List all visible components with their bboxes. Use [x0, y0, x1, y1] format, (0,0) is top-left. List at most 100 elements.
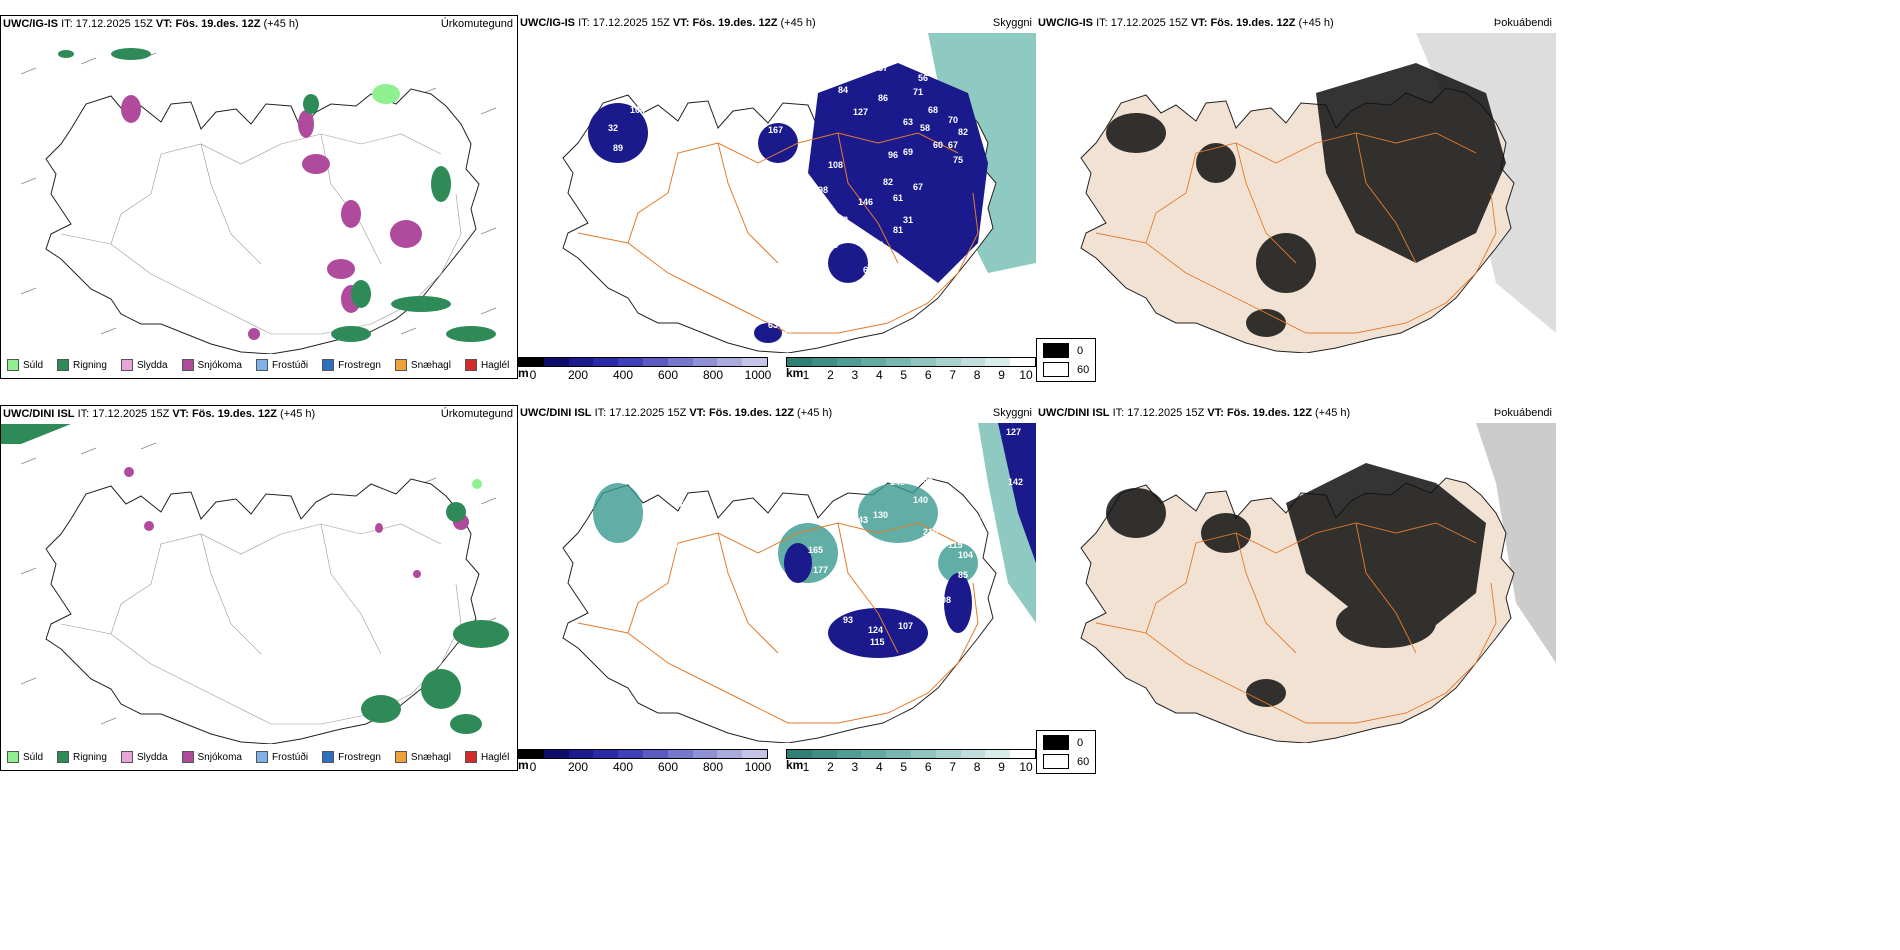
legend-label: Snæhagl — [410, 751, 451, 763]
cloud-base-label: 57 — [878, 63, 888, 73]
legend-swatch — [181, 751, 194, 763]
panel-title: Úrkomutegund — [440, 18, 513, 30]
snow-areas — [121, 95, 422, 340]
colorbar-tick: 800 — [702, 368, 724, 379]
colorbar-segment — [985, 358, 1011, 366]
cloud-base-label: 177 — [813, 565, 828, 575]
colorbar-segment — [717, 750, 743, 758]
fog-legend-item: 0 — [1043, 735, 1089, 750]
legend-label: Súld — [23, 359, 44, 371]
drizzle-area — [372, 84, 400, 104]
legend-swatch — [464, 751, 477, 763]
cloud-base-label: 135 — [918, 475, 933, 485]
cloud-base-label: 127 — [1006, 427, 1021, 437]
cloud-base-label: 115 — [870, 637, 885, 647]
cloud-base-label: 203 — [980, 510, 995, 520]
cloud-base-label: 76 — [766, 301, 776, 311]
colorbar-segment — [618, 750, 643, 758]
cloud-base-label: 20 — [683, 475, 693, 485]
cloud-base-label: 89 — [613, 143, 623, 153]
cloud-base-label: 67 — [948, 140, 958, 150]
colorbar-tick: 400 — [612, 368, 634, 379]
low-cloud-areas — [784, 543, 972, 658]
legend-item: Snæhagl — [394, 751, 451, 763]
colorbar-segment — [667, 750, 693, 758]
fog-legend-label: 60 — [1077, 755, 1090, 768]
colorbar-tick: 7 — [949, 368, 956, 379]
cloud-base-label: 88 — [838, 215, 848, 225]
precip-legend: Súld Rigning Slydda Snjókoma Frostúði Frostre… — [7, 751, 509, 763]
panel-title: Skyggni — [992, 407, 1032, 419]
cloud-base-label: 127 — [853, 107, 868, 117]
cloud-base-label: 115 — [948, 540, 963, 550]
cloud-base-label: 56 — [918, 73, 928, 83]
legend-label: Frostregn — [338, 751, 381, 763]
colorbar-tick: 600 — [657, 760, 679, 771]
colorbar-segment — [742, 358, 767, 366]
cloud-base-label: 93 — [843, 615, 853, 625]
cloud-base-label: 108 — [936, 595, 951, 605]
precip-legend: Súld Rigning Slydda Snjókoma Frostúði Frostre… — [7, 359, 509, 371]
cloud-base-label: 57 — [783, 325, 793, 335]
colorbar-segment — [568, 750, 594, 758]
cloud-base-label: 243 — [853, 515, 868, 525]
height-colorbar: m 0 200 400 600 800 1000 — [518, 749, 771, 771]
legend-swatch — [7, 359, 19, 371]
cloud-base-label: 85 — [958, 570, 968, 580]
cloud-base-label: 84 — [838, 85, 848, 95]
cloud-base-label: 63 — [768, 320, 778, 330]
colorbar-segment — [861, 358, 887, 366]
cloud-base-label: 108 — [823, 240, 838, 250]
colorbar-tick: 5 — [900, 368, 908, 379]
visibility-colorbar: km 1 2 3 4 5 6 7 8 9 10 — [786, 749, 1036, 771]
cloud-base-label: 87 — [788, 195, 798, 205]
legend-label: Frostúði — [271, 359, 309, 371]
cloud-base-label: 81 — [893, 225, 903, 235]
legend-swatch — [57, 751, 70, 763]
visibility-colorbar: km 1 2 3 4 5 6 7 8 9 10 — [786, 357, 1036, 379]
run-header: UWC/DINI ISL IT: 17.12.2025 15Z VT: Fös.… — [3, 408, 316, 420]
fog-legend-swatch — [1043, 343, 1069, 358]
cloud-base-label: 142 — [1008, 477, 1023, 487]
legend-label: Rigning — [73, 359, 107, 371]
colorbar-tick: 8 — [973, 760, 981, 771]
legend-label: Rigning — [73, 751, 107, 763]
legend-label: Slydda — [136, 751, 168, 763]
panel-title: Þokuábendi — [1493, 17, 1552, 29]
cloud-base-label: 124 — [868, 625, 883, 635]
legend-label: Frostúði — [271, 751, 309, 763]
cloud-base-label: 130 — [873, 510, 888, 520]
colorbar-segment — [787, 750, 812, 758]
cloud-base-label: 146 — [858, 197, 873, 207]
fog-legend-swatch — [1043, 754, 1069, 769]
terrain-panel-bottom: UWC/DINI ISL IT: 17.12.2025 15Z VT: Fös.… — [518, 405, 1036, 771]
snow-areas — [124, 467, 469, 578]
run-header: UWC/DINI ISL IT: 17.12.2025 15Z VT: Fös.… — [520, 407, 833, 419]
drizzle-area — [472, 479, 482, 489]
low-cloud-areas — [588, 63, 988, 343]
cloud-base-label: 218 — [928, 539, 943, 549]
colorbar-segment — [717, 358, 743, 366]
cloud-base-label: 82 — [658, 555, 668, 565]
legend-swatch — [394, 359, 407, 371]
legend-swatch — [57, 359, 70, 371]
run-header: UWC/IG-IS IT: 17.12.2025 15Z VT: Fös. 19… — [3, 18, 299, 30]
rain-areas — [58, 48, 496, 342]
colorbar-segment — [593, 358, 619, 366]
cloud-base-label: 82 — [883, 177, 893, 187]
colorbar-segment — [910, 358, 936, 366]
colorbar-tick: 0 — [529, 368, 537, 379]
fog-panel-bottom: UWC/DINI ISL IT: 17.12.2025 15Z VT: Fös.… — [1036, 405, 1556, 771]
colorbar-tick: 200 — [567, 368, 589, 379]
colorbar-tick: 1000 — [744, 368, 772, 379]
colorbar-segment — [519, 750, 544, 758]
colorbar-tick: 5 — [900, 760, 908, 771]
colorbar-tick: 7 — [949, 760, 956, 771]
colorbar-tick: 10 — [1019, 368, 1033, 379]
legend-item: Snjókoma — [181, 359, 242, 371]
cloud-base-label: 57 — [873, 240, 883, 250]
cloud-base-label: 167 — [768, 125, 783, 135]
colorbar-segment — [836, 750, 862, 758]
legend-item: Frostregn — [322, 359, 381, 371]
fog-legend-top: 0 60 — [1036, 338, 1097, 382]
